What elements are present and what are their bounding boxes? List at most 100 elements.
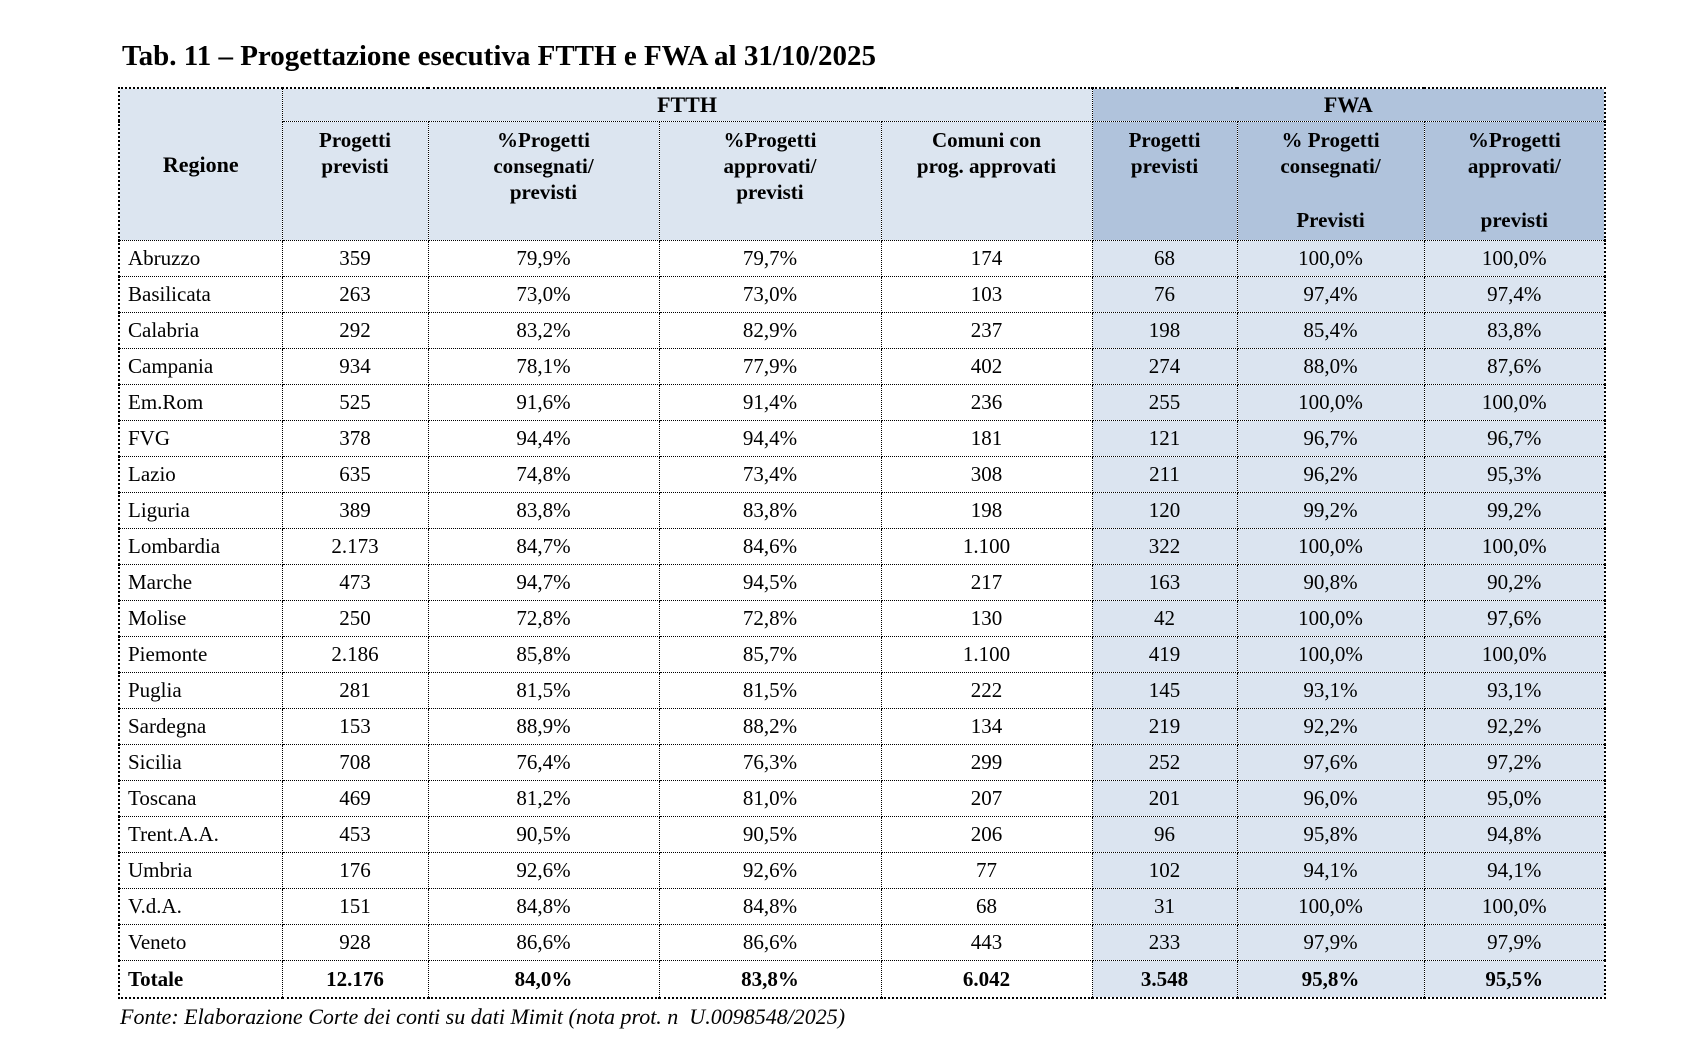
value-cell: 453 bbox=[281, 815, 429, 853]
region-cell: Abruzzo bbox=[118, 239, 283, 277]
value-cell: 85,8% bbox=[427, 635, 660, 673]
value-cell: 94,7% bbox=[427, 563, 660, 601]
group-header-ftth: FTTH bbox=[281, 87, 1093, 122]
table-row: V.d.A. 151 84,8% 84,8% 68 31 100,0% 100,0% bbox=[118, 887, 1606, 925]
value-cell: 100,0% bbox=[1236, 599, 1425, 637]
value-cell: 1.100 bbox=[880, 527, 1093, 565]
value-cell: 90,8% bbox=[1236, 563, 1425, 601]
region-cell: Marche bbox=[118, 563, 283, 601]
value-cell: 233 bbox=[1091, 923, 1238, 961]
region-cell: Piemonte bbox=[118, 635, 283, 673]
column-header-regione: Regione bbox=[118, 87, 283, 241]
table-row: Abruzzo 359 79,9% 79,7% 174 68 100,0% 100,0% bbox=[118, 239, 1606, 277]
value-cell: 219 bbox=[1091, 707, 1238, 745]
value-cell: 100,0% bbox=[1236, 239, 1425, 277]
value-cell: 99,2% bbox=[1236, 491, 1425, 529]
value-cell: 635 bbox=[281, 455, 429, 493]
value-cell: 83,8% bbox=[427, 491, 660, 529]
value-cell: 198 bbox=[880, 491, 1093, 529]
value-cell: 100,0% bbox=[1236, 887, 1425, 925]
region-cell: Sicilia bbox=[118, 743, 283, 781]
value-cell: 95,8% bbox=[1236, 815, 1425, 853]
value-cell: 308 bbox=[880, 455, 1093, 493]
value-cell: 42 bbox=[1091, 599, 1238, 637]
value-cell: 206 bbox=[880, 815, 1093, 853]
table-row: Em.Rom 525 91,6% 91,4% 236 255 100,0% 100,0% bbox=[118, 383, 1606, 421]
value-cell: 72,8% bbox=[427, 599, 660, 637]
value-cell: 90,2% bbox=[1423, 563, 1606, 601]
region-cell: Campania bbox=[118, 347, 283, 385]
table-row: Sicilia 708 76,4% 76,3% 299 252 97,6% 97,2% bbox=[118, 743, 1606, 781]
value-cell: 378 bbox=[281, 419, 429, 457]
column-header-fwa-approvati: %Progetti approvati/ previsti bbox=[1423, 120, 1606, 241]
region-cell: Lombardia bbox=[118, 527, 283, 565]
column-header-ftth-approvati: %Progetti approvati/ previsti bbox=[658, 120, 882, 241]
value-cell: 82,9% bbox=[658, 311, 882, 349]
value-cell: 103 bbox=[880, 275, 1093, 313]
value-cell: 263 bbox=[281, 275, 429, 313]
value-cell: 252 bbox=[1091, 743, 1238, 781]
value-cell: 92,2% bbox=[1236, 707, 1425, 745]
table-row: Veneto 928 86,6% 86,6% 443 233 97,9% 97,9% bbox=[118, 923, 1606, 961]
column-header-ftth-consegnati: %Progetti consegnati/ previsti bbox=[427, 120, 660, 241]
value-cell: 93,1% bbox=[1423, 671, 1606, 709]
value-cell: 76,3% bbox=[658, 743, 882, 781]
value-cell: 78,1% bbox=[427, 347, 660, 385]
table-row: Liguria 389 83,8% 83,8% 198 120 99,2% 99,2% bbox=[118, 491, 1606, 529]
value-cell: 68 bbox=[1091, 239, 1238, 277]
value-cell: 2.186 bbox=[281, 635, 429, 673]
value-cell: 92,2% bbox=[1423, 707, 1606, 745]
value-cell: 93,1% bbox=[1236, 671, 1425, 709]
value-cell: 84,6% bbox=[658, 527, 882, 565]
value-cell: 97,6% bbox=[1236, 743, 1425, 781]
region-cell: Molise bbox=[118, 599, 283, 637]
value-cell: 91,6% bbox=[427, 383, 660, 421]
value-cell: 207 bbox=[880, 779, 1093, 817]
value-cell: 174 bbox=[880, 239, 1093, 277]
value-cell: 77 bbox=[880, 851, 1093, 889]
column-header-text: Progetti previsti bbox=[319, 127, 391, 178]
value-cell: 97,2% bbox=[1423, 743, 1606, 781]
value-cell: 97,9% bbox=[1423, 923, 1606, 961]
region-cell: Lazio bbox=[118, 455, 283, 493]
column-header-text: % Progetti consegnati/ bbox=[1280, 127, 1381, 178]
region-cell: Sardegna bbox=[118, 707, 283, 745]
column-header-ftth-progetti-previsti: Progetti previsti bbox=[281, 120, 429, 241]
value-cell: 102 bbox=[1091, 851, 1238, 889]
value-cell: 96,0% bbox=[1236, 779, 1425, 817]
table-row: Piemonte 2.186 85,8% 85,7% 1.100 419 100,0% 100… bbox=[118, 635, 1606, 673]
value-cell: 100,0% bbox=[1423, 239, 1606, 277]
value-cell: 86,6% bbox=[427, 923, 660, 961]
region-cell: FVG bbox=[118, 419, 283, 457]
value-cell: 181 bbox=[880, 419, 1093, 457]
region-cell: Umbria bbox=[118, 851, 283, 889]
value-cell: 72,8% bbox=[658, 599, 882, 637]
value-cell: 90,5% bbox=[427, 815, 660, 853]
group-header-row: Regione FTTH FWA bbox=[118, 87, 1606, 241]
value-cell: 134 bbox=[880, 707, 1093, 745]
source-note: Fonte: Elaborazione Corte dei conti su d… bbox=[120, 1004, 846, 1029]
value-cell: 92,6% bbox=[427, 851, 660, 889]
value-cell: 176 bbox=[281, 851, 429, 889]
value-cell: 91,4% bbox=[658, 383, 882, 421]
value-cell: 299 bbox=[880, 743, 1093, 781]
region-cell: Calabria bbox=[118, 311, 283, 349]
table-row: Puglia 281 81,5% 81,5% 222 145 93,1% 93,1% bbox=[118, 671, 1606, 709]
table-row: FVG 378 94,4% 94,4% 181 121 96,7% 96,7% bbox=[118, 419, 1606, 457]
value-cell: 222 bbox=[880, 671, 1093, 709]
region-cell: Toscana bbox=[118, 779, 283, 817]
value-cell: 92,6% bbox=[658, 851, 882, 889]
value-cell: 708 bbox=[281, 743, 429, 781]
region-cell: Puglia bbox=[118, 671, 283, 709]
value-cell: 81,5% bbox=[658, 671, 882, 709]
column-header-text: %Progetti consegnati/ previsti bbox=[493, 127, 594, 205]
value-cell: 96,7% bbox=[1423, 419, 1606, 457]
value-cell: 81,5% bbox=[427, 671, 660, 709]
value-cell: 85,4% bbox=[1236, 311, 1425, 349]
value-cell: 76,4% bbox=[427, 743, 660, 781]
value-cell: 402 bbox=[880, 347, 1093, 385]
value-cell: 100,0% bbox=[1236, 527, 1425, 565]
value-cell: 73,4% bbox=[658, 455, 882, 493]
region-cell: Liguria bbox=[118, 491, 283, 529]
value-cell: 68 bbox=[880, 887, 1093, 925]
